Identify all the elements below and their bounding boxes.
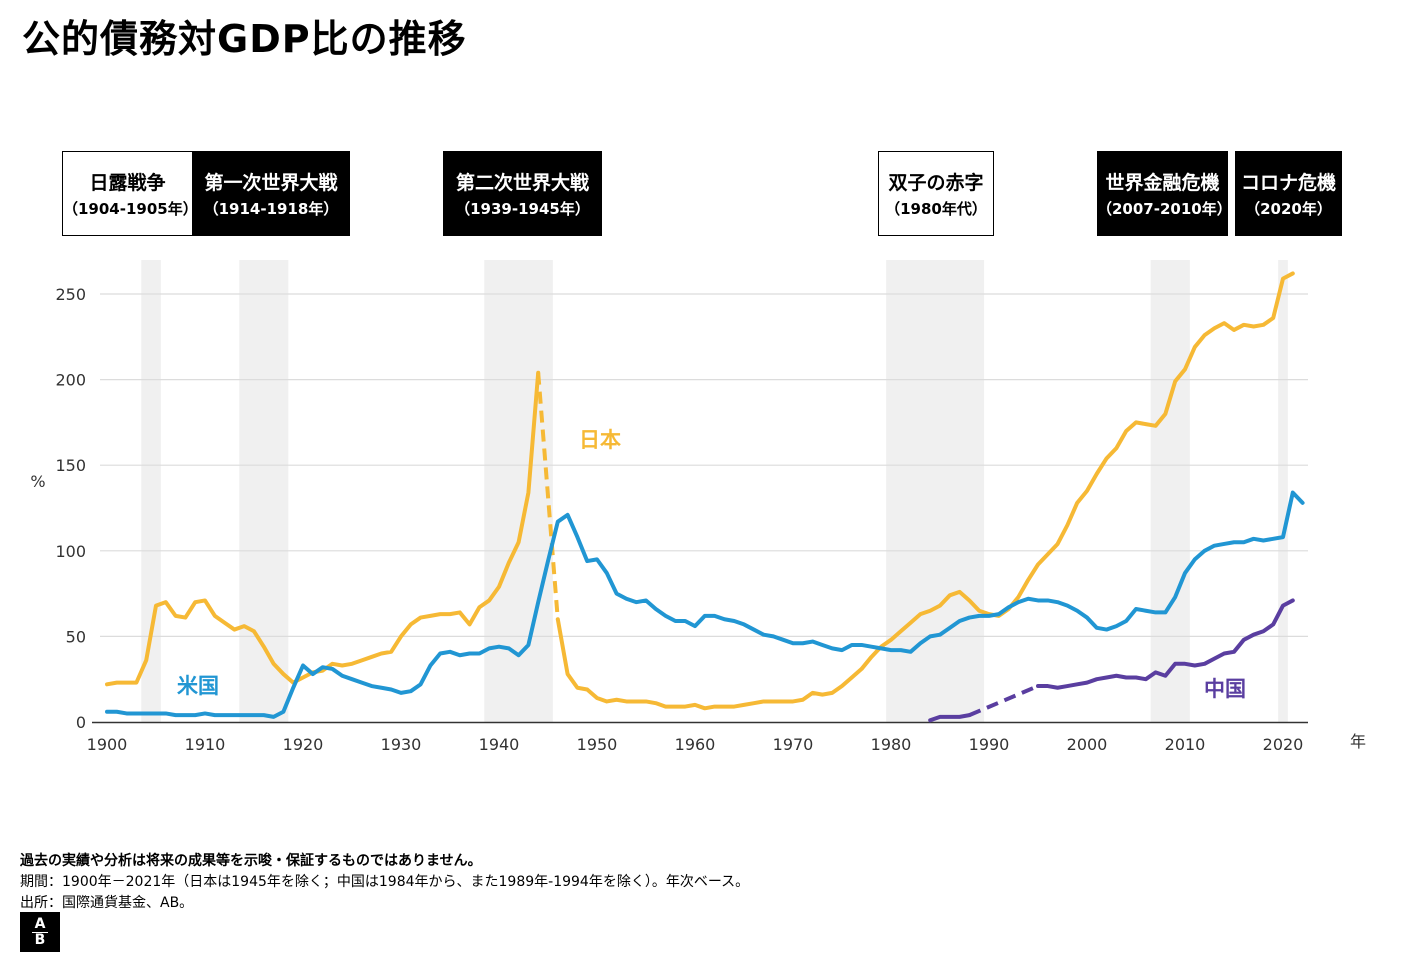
x-tick-label: 1900	[87, 735, 128, 754]
event-shading-band	[1150, 260, 1190, 722]
x-tick-label: 1980	[871, 735, 912, 754]
series-line-日本	[555, 271, 1295, 711]
event-shading-band	[484, 260, 553, 722]
event-label-ww2: 第二次世界大戦 （1939-1945年）	[443, 151, 602, 236]
x-tick-label: 2020	[1263, 735, 1304, 754]
y-tick-label: 0	[76, 713, 86, 732]
event-name: コロナ危機	[1240, 172, 1336, 194]
x-tick-label: 1930	[381, 735, 422, 754]
event-years: （1904-1905年）	[63, 200, 198, 218]
series-label-china: 中国	[1204, 677, 1246, 701]
period-note: 期間：1900年－2021年（日本は1945年を除く；中国は1984年から、また…	[20, 874, 750, 890]
event-years: （1939-1945年）	[455, 200, 590, 218]
event-years: （2020年）	[1245, 200, 1332, 218]
series-gap-dashed-中国	[968, 684, 1039, 717]
y-tick-label: 150	[55, 456, 86, 475]
y-axis-label: %	[30, 472, 45, 491]
event-shading-band	[141, 260, 161, 722]
event-shading-band	[239, 260, 289, 722]
y-tick-label: 100	[55, 542, 86, 561]
series-line-日本	[105, 370, 541, 687]
x-tick-label: 1920	[283, 735, 324, 754]
event-shading-band	[886, 260, 985, 722]
source-note: 出所：国際通貨基金、AB。	[20, 895, 194, 911]
event-name: 日露戦争	[89, 172, 166, 194]
disclaimer: 過去の実績や分析は将来の成果等を示唆・保証するものではありません。	[20, 853, 482, 869]
y-tick-label: 200	[55, 371, 86, 390]
series-label-japan: 日本	[579, 428, 621, 452]
series-line-中国	[1036, 598, 1295, 690]
chart-title: 公的債務対GDP比の推移	[22, 17, 467, 61]
x-axis-label: 年	[1350, 732, 1366, 751]
event-years: （1914-1918年）	[203, 200, 339, 218]
event-label-covid: コロナ危機 （2020年）	[1235, 151, 1342, 236]
event-years: （1980年代）	[885, 200, 987, 218]
x-tick-label: 2000	[1067, 735, 1108, 754]
event-shading-band	[1278, 260, 1288, 722]
x-tick-label: 1970	[773, 735, 814, 754]
event-name: 第一次世界大戦	[204, 172, 338, 194]
event-name: 世界金融危機	[1105, 172, 1220, 194]
y-tick-label: 50	[66, 627, 86, 646]
event-name: 双子の赤字	[888, 172, 984, 194]
x-tick-label: 1950	[577, 735, 618, 754]
logo-bottom: B	[34, 931, 46, 948]
event-name: 第二次世界大戦	[455, 172, 589, 194]
event-label-ww1: 第一次世界大戦 （1914-1918年）	[192, 151, 350, 236]
event-years: （2007-2010年）	[1097, 200, 1232, 218]
series-gap-dashed-日本	[536, 372, 560, 620]
x-tick-label: 1940	[479, 735, 520, 754]
x-tick-label: 1910	[185, 735, 226, 754]
debt-chart: 0 50 100 150 200 250 1900 1910 1920 1930 1940 1950 1…	[30, 260, 1366, 754]
event-label-gfc: 世界金融危機 （2007-2010年）	[1097, 151, 1232, 236]
x-tick-label: 2010	[1165, 735, 1206, 754]
series-label-us: 米国	[177, 674, 219, 698]
y-tick-label: 250	[55, 285, 86, 304]
logo-top: A	[31, 916, 49, 933]
series-line-中国	[928, 713, 972, 723]
x-tick-label: 1960	[675, 735, 716, 754]
series-line-米国	[105, 490, 1305, 719]
event-label-twin-deficits: 双子の赤字 （1980年代）	[878, 151, 994, 236]
event-label-russo-japanese-war: 日露戦争 （1904-1905年）	[62, 151, 198, 236]
x-tick-label: 1990	[969, 735, 1010, 754]
